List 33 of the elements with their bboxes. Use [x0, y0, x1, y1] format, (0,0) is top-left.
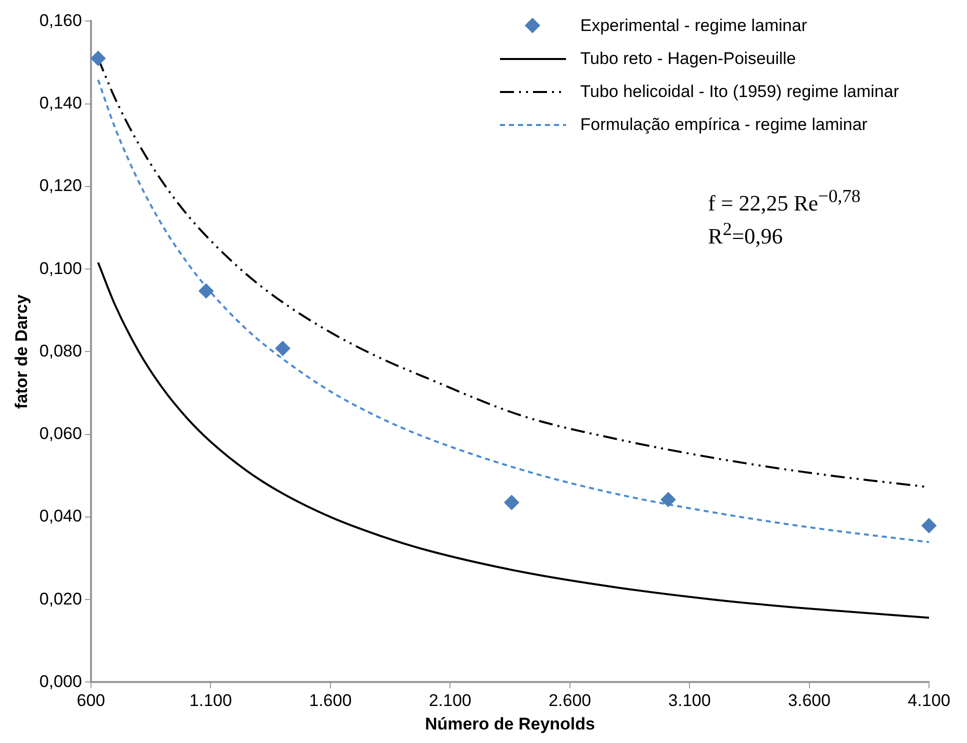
- line-series: [97, 261, 930, 619]
- y-tick-label: 0,000: [39, 672, 82, 691]
- point: [504, 494, 520, 510]
- x-axis-title: Número de Reynolds: [424, 714, 595, 734]
- point: [90, 50, 106, 66]
- point: [660, 492, 676, 508]
- y-tick-label: 0,060: [39, 424, 82, 444]
- y-tick-label: 0,120: [39, 176, 82, 196]
- x-tick-label: 3.100: [668, 691, 711, 710]
- point: [275, 340, 290, 356]
- y-tick-label: 0,140: [39, 94, 82, 113]
- legend-label: Tubo reto - Hagen-Poiseuille: [580, 49, 796, 69]
- x-tick-label: 1.600: [309, 691, 352, 710]
- y-axis-title: fator de Darcy: [12, 294, 31, 409]
- y-tick-label: 0,100: [39, 258, 82, 278]
- legend-label: Formulação empírica - regime laminar: [580, 115, 868, 135]
- y-tick-label: 0,040: [39, 506, 82, 526]
- legend-label: Experimental - regime laminar: [580, 16, 807, 36]
- x-tick-label: 2.600: [548, 691, 592, 710]
- y-tick-label: 0,160: [39, 10, 82, 30]
- x-tick-label: 2.100: [428, 691, 472, 710]
- y-tick-label: 0,020: [39, 589, 82, 608]
- y-tick-label: 0,080: [39, 341, 82, 360]
- annotation: R$^{2}$=0,96: [708, 218, 784, 250]
- legend-label: Tubo helicoidal - Ito (1959) regime laminar: [580, 82, 899, 102]
- x-tick-label: 3.600: [788, 691, 831, 710]
- x-tick-label: 1.100: [189, 691, 232, 710]
- x-tick-label: 4.100: [908, 691, 950, 710]
- line-series: [97, 78, 930, 544]
- x-tick-label: 600: [76, 691, 106, 710]
- point: [922, 518, 936, 534]
- point: [198, 283, 214, 298]
- annotation: f = 22,25 Re$^{−0,78}$: [708, 185, 861, 216]
